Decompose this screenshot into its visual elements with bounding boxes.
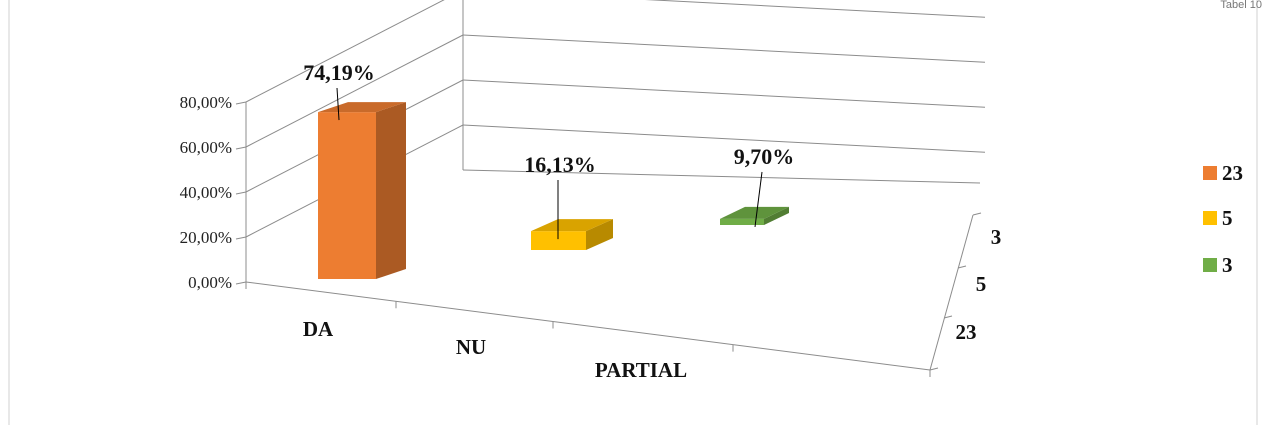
x-category-label: NU	[456, 335, 486, 359]
y-tick-label: 40,00%	[180, 183, 232, 202]
depth-tick-mark	[972, 212, 982, 216]
data-label-leader	[754, 171, 763, 227]
y-tick-label: 0,00%	[188, 273, 232, 292]
y-tick-label: 20,00%	[180, 228, 232, 247]
y-tick-mark	[235, 191, 247, 195]
bar-0-front	[318, 112, 376, 279]
x-axis-line	[245, 281, 931, 371]
legend-swatch	[1203, 166, 1217, 180]
depth-tick-mark	[943, 315, 953, 319]
depth-axis-line	[929, 214, 974, 371]
legend-swatch	[1203, 258, 1217, 272]
corner-text: Tabel 10	[1220, 0, 1262, 11]
legend-label: 5	[1222, 206, 1233, 230]
back-gridline	[644, 0, 986, 18]
depth-tick-label: 5	[976, 272, 987, 296]
bar-2-front	[720, 218, 764, 225]
side-gridline	[245, 34, 464, 148]
bar-1-top	[531, 219, 613, 232]
back-gridline	[462, 34, 986, 63]
back-gridline	[462, 124, 986, 153]
bar-1-front	[531, 231, 586, 250]
legend-label: 23	[1222, 161, 1243, 185]
data-label: 9,70%	[734, 144, 795, 169]
depth-tick-mark	[929, 367, 939, 371]
data-label: 16,13%	[524, 152, 596, 177]
depth-tick-label: 3	[991, 225, 1002, 249]
legend-label: 3	[1222, 253, 1233, 277]
y-tick-mark	[235, 146, 247, 150]
axes	[235, 0, 982, 377]
y-tick-mark	[235, 281, 247, 285]
y-tick-label: 60,00%	[180, 138, 232, 157]
y-tick-mark	[235, 236, 247, 240]
x-category-label: PARTIAL	[595, 358, 687, 382]
bar-2-side	[764, 206, 789, 225]
depth-tick-label: 23	[956, 320, 977, 344]
side-gridline	[245, 0, 445, 103]
data-label: 74,19%	[303, 60, 375, 85]
bar-1-side	[586, 219, 613, 250]
bars	[318, 102, 789, 279]
bar-0-top	[318, 102, 406, 113]
bar-2-top	[720, 206, 789, 219]
depth-tick-mark	[957, 265, 967, 269]
data-label-leader	[336, 87, 340, 121]
x-category-label: DA	[303, 317, 334, 341]
y-tick-mark	[235, 101, 247, 105]
bar-0-side	[376, 102, 406, 279]
back-gridline	[462, 79, 986, 108]
y-tick-label: 80,00%	[180, 93, 232, 112]
legend-swatch	[1203, 211, 1217, 225]
legend: 23 5 3	[1203, 161, 1243, 277]
floor-back-edge	[462, 169, 981, 184]
chart-border	[8, 0, 1258, 425]
labels: 0,00% 20,00% 40,00% 60,00% 80,00% DA NU PARTIAL…	[180, 60, 1002, 382]
